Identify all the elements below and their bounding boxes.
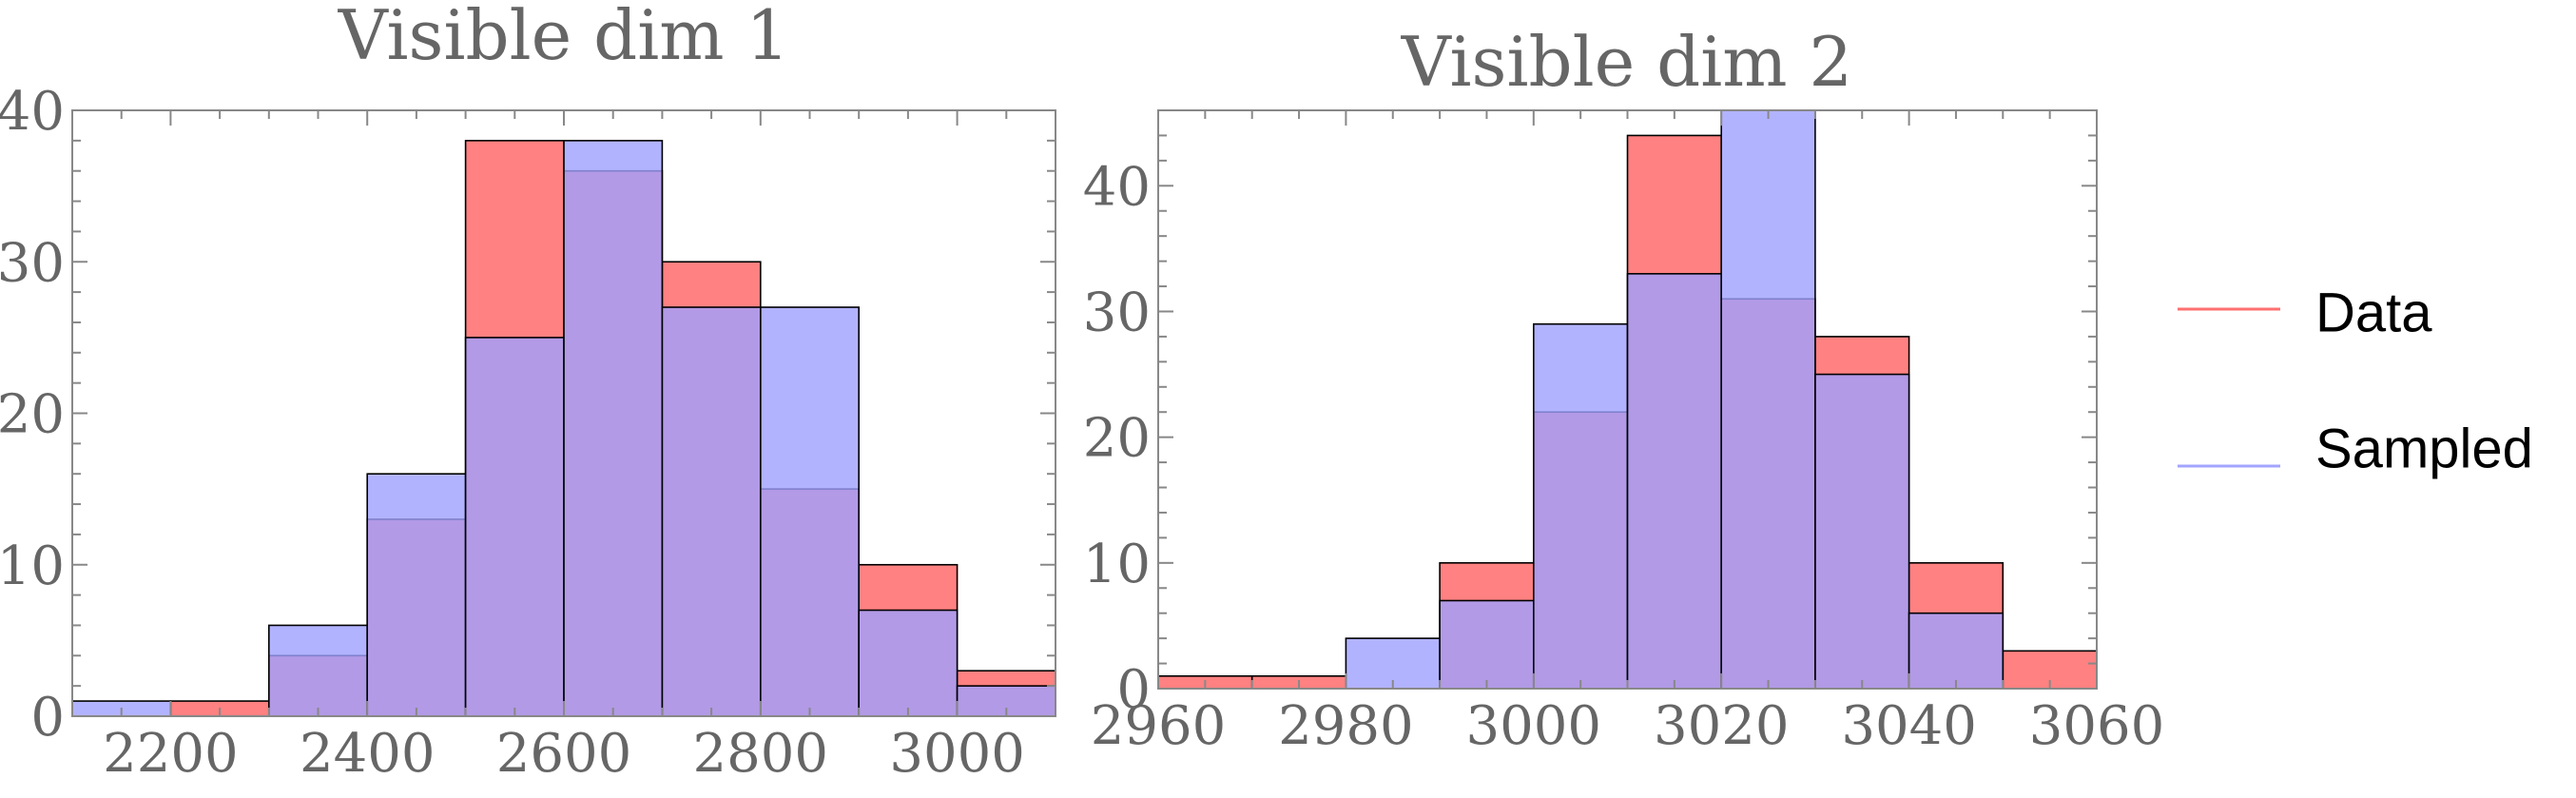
x-tick-label-3020: 3020 [1654,695,1790,757]
y-tick-label-30: 30 [1083,282,1151,343]
bar-sampled-8 [1908,612,2005,690]
legend: Data Sampled [2178,282,2533,479]
chart-title: Visible dim 1 [338,0,789,75]
bar-sampled-7 [759,306,860,717]
y-tick-label-30: 30 [0,232,65,294]
y-tick-label-0: 0 [1116,659,1151,721]
y-tick-label-40: 40 [0,81,65,143]
y-tick-label-40: 40 [1083,156,1151,218]
x-tick-label-2980: 2980 [1278,695,1414,757]
legend-label-data: Data [2315,282,2432,343]
x-tick-label-2600: 2600 [496,723,632,785]
x-tick-label-2960: 2960 [1091,695,1227,757]
y-tick-label-20: 20 [0,384,65,446]
histogram-panel-visible-dim-1: Visible dim 1 2200 2400 2600 2800 3000 0 10 20 30… [0,0,1056,785]
x-tick-label-3000: 3000 [1466,695,1602,757]
bar-sampled-5 [563,140,664,717]
x-tick-label-3040: 3040 [1841,695,1977,757]
x-tick-label-2200: 2200 [103,723,239,785]
x-tick-label-2800: 2800 [693,723,829,785]
y-tick-label-10: 10 [0,535,65,597]
bar-sampled-5 [1626,273,1722,690]
bar-sampled-8 [858,609,959,717]
legend-item-sampled[interactable]: Sampled [2178,418,2533,479]
bar-sampled-2 [267,624,368,717]
bar-sampled-4 [464,337,565,717]
x-tick-label-2400: 2400 [300,723,436,785]
bar-sampled-6 [661,306,762,717]
bar-sampled-3 [1439,599,1535,690]
y-tick-label-20: 20 [1083,408,1151,470]
x-tick-label-3060: 3060 [2029,695,2165,757]
y-tick-label-10: 10 [1083,534,1151,595]
y-tick-label-0: 0 [30,687,65,749]
legend-label-sampled: Sampled [2315,418,2533,479]
chart-title: Visible dim 2 [1401,22,1852,102]
bar-sampled-7 [1814,373,1910,690]
bar-sampled-4 [1533,322,1629,690]
x-tick-label-3000: 3000 [889,723,1025,785]
bar-sampled-3 [366,473,467,717]
legend-item-data[interactable]: Data [2178,282,2432,343]
bar-sampled-6 [1720,109,1816,690]
